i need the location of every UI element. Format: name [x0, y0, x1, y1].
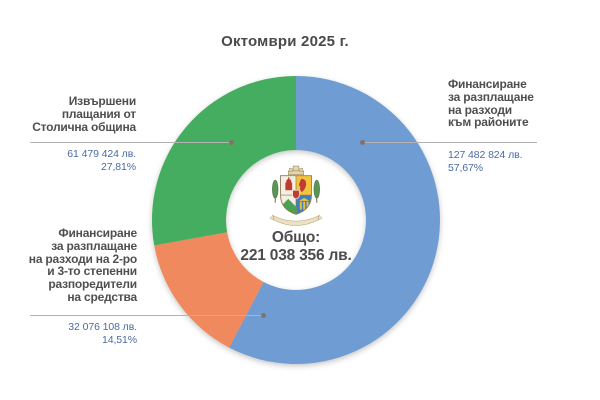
segment-percent-rayoni: 57,67% [448, 161, 484, 174]
leader-line-rayoni [363, 142, 537, 143]
segment-percent-stolichna: 27,81% [100, 160, 136, 173]
leader-dot-stolichna [229, 140, 234, 145]
leader-line-stolichna [30, 142, 231, 143]
segment-amount-rayoni: 127 482 824 лв. [448, 149, 523, 161]
segment-amount-stolichna: 61 479 424 лв. [67, 148, 136, 160]
leader-line-stepenni [30, 315, 263, 316]
segment-values-stolichna: 61 479 424 лв. 27,81% [22, 148, 136, 173]
segment-label-rayoni: Финансиране за разплащане на разходи към… [448, 77, 534, 130]
donut-center-total: 221 038 356 лв. [240, 246, 352, 264]
chart-title: Октомври 2025 г. [221, 33, 349, 50]
segment-label-stepenni: Финансиране за разплащане на разходи на … [28, 226, 137, 304]
emblem-ribbon [269, 214, 323, 226]
sofia-coat-of-arms-icon [269, 165, 323, 226]
emblem-crown [287, 165, 305, 176]
segment-values-stepenni: 32 076 108 лв. 14,51% [20, 321, 137, 346]
donut-center-text: Общо: 221 038 356 лв. [226, 229, 366, 264]
segment-amount-stepenni: 32 076 108 лв. [68, 321, 137, 333]
segment-label-stolichna: Извършени плащания от Столична община [32, 94, 136, 134]
leader-dot-stepenni [261, 313, 266, 318]
donut-slices [151, 76, 440, 364]
segment-percent-stepenni: 14,51% [101, 333, 137, 346]
donut-segment-stolichna [151, 76, 296, 246]
emblem-trees [272, 179, 320, 203]
donut-segment-stepenni [154, 232, 264, 348]
emblem-shield [280, 175, 312, 215]
segment-values-rayoni: 127 482 824 лв. 57,67% [448, 149, 560, 174]
donut-center-label: Общо: [271, 229, 321, 246]
donut-segment-rayoni [229, 76, 440, 364]
leader-dot-rayoni [360, 140, 365, 145]
